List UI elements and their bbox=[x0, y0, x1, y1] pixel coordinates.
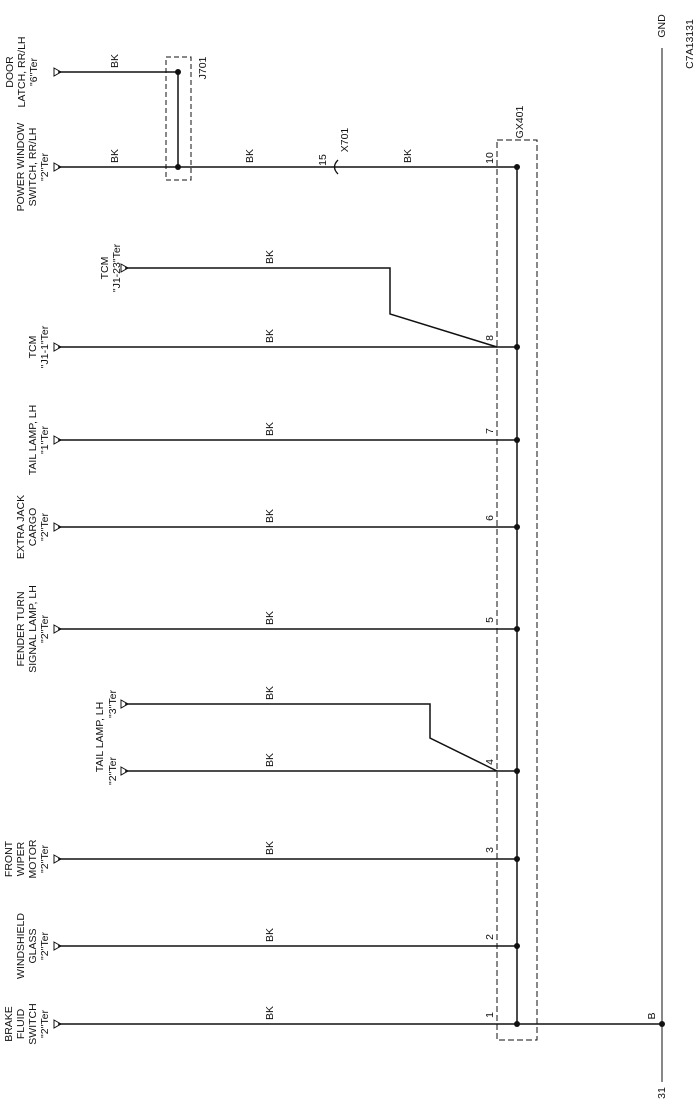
wire-color: BK bbox=[264, 686, 276, 700]
splice-dot bbox=[514, 344, 520, 350]
terminal-label: "2"Ter bbox=[39, 153, 51, 181]
terminal-label: "J1-23"Ter bbox=[111, 243, 123, 292]
component-label: TCM bbox=[99, 257, 111, 280]
component-label: CARGO bbox=[27, 508, 39, 547]
component-label: GLASS bbox=[27, 928, 39, 963]
component-label: SWITCH, RR/LH bbox=[27, 128, 39, 207]
terminal-arrow bbox=[53, 67, 63, 77]
component-label: SIGNAL LAMP, LH bbox=[27, 585, 39, 673]
component-label: TCM bbox=[27, 336, 39, 359]
component-label: WIPER bbox=[15, 841, 27, 876]
terminal-label: "2"Ter bbox=[39, 932, 51, 960]
splice-dot bbox=[514, 943, 520, 949]
wire-color: BK bbox=[264, 509, 276, 523]
splice-box bbox=[496, 139, 538, 1041]
pin-number: 10 bbox=[484, 152, 496, 164]
component-label: FRONT bbox=[3, 840, 15, 877]
terminal-label: "J1-1"Ter bbox=[39, 325, 51, 368]
wire-color: BK bbox=[264, 928, 276, 942]
wire-color: BK bbox=[402, 149, 414, 163]
terminal-arrow bbox=[53, 1019, 63, 1029]
splice-dot bbox=[514, 1021, 520, 1027]
terminal-arrow bbox=[53, 435, 63, 445]
pin-number: 4 bbox=[484, 759, 496, 765]
figure-id: C7A13131 bbox=[684, 19, 696, 69]
ground-number: 31 bbox=[656, 1087, 668, 1099]
terminal-arrow bbox=[120, 699, 130, 709]
terminal-label: "2"Ter bbox=[39, 615, 51, 643]
splice-label: GX401 bbox=[514, 106, 526, 139]
component-label: TAIL LAMP, LH bbox=[27, 405, 39, 475]
component-label: MOTOR bbox=[27, 839, 39, 878]
pin-number: 7 bbox=[484, 428, 496, 434]
component-label: LATCH, RR/LH bbox=[16, 37, 28, 108]
terminal-arrow bbox=[120, 263, 130, 273]
terminal-arrow bbox=[53, 854, 63, 864]
wire-color: BK bbox=[264, 841, 276, 855]
terminal-label: "2"Ter bbox=[39, 845, 51, 873]
component-label: SWITCH bbox=[27, 1003, 39, 1044]
wire bbox=[125, 267, 498, 348]
wire-color: BK bbox=[264, 611, 276, 625]
component-label: BRAKE bbox=[3, 1006, 15, 1042]
pin-number: 8 bbox=[484, 335, 496, 341]
connector-pin: 15 bbox=[317, 154, 329, 166]
ground-wire-label: B bbox=[646, 1012, 658, 1019]
connector-label: X701 bbox=[339, 128, 351, 153]
component-label: FENDER TURN bbox=[15, 591, 27, 666]
splice-dot bbox=[514, 524, 520, 530]
terminal-arrow bbox=[53, 624, 63, 634]
splice-dot bbox=[514, 768, 520, 774]
component-label: TAIL LAMP, LH bbox=[94, 702, 106, 772]
splice-dot bbox=[514, 437, 520, 443]
connector-box bbox=[165, 56, 192, 181]
terminal-label: "6"Ter bbox=[28, 58, 40, 86]
terminal-arrow bbox=[53, 162, 63, 172]
terminal-arrow bbox=[53, 941, 63, 951]
wire bbox=[125, 703, 498, 772]
splice-dot bbox=[514, 626, 520, 632]
pin-number: 5 bbox=[484, 617, 496, 623]
component-label: EXTRA JACK bbox=[15, 495, 27, 559]
terminal-arrow bbox=[120, 766, 130, 776]
pin-number: 1 bbox=[484, 1012, 496, 1018]
pin-number: 3 bbox=[484, 847, 496, 853]
wire-color: BK bbox=[264, 250, 276, 264]
terminal-label: "3"Ter bbox=[107, 690, 119, 718]
component-label: POWER WINDOW bbox=[15, 123, 27, 212]
wire-color: BK bbox=[109, 149, 121, 163]
wire-color: BK bbox=[109, 54, 121, 68]
connector-label: J701 bbox=[197, 56, 209, 79]
terminal-arrow bbox=[53, 522, 63, 532]
terminal-label: "2"Ter bbox=[39, 1010, 51, 1038]
wire-color: BK bbox=[264, 329, 276, 343]
ground-label: GND bbox=[656, 14, 668, 38]
wire-color: BK bbox=[244, 149, 256, 163]
component-label: WINDSHIELD bbox=[15, 913, 27, 979]
splice-dot bbox=[514, 856, 520, 862]
component-label: DOOR bbox=[4, 56, 16, 88]
component-label: FLUID bbox=[15, 1008, 27, 1039]
terminal-label: "2"Ter bbox=[107, 757, 119, 785]
ground-dot bbox=[659, 1021, 665, 1027]
terminal-arrow bbox=[53, 342, 63, 352]
wire-color: BK bbox=[264, 422, 276, 436]
terminal-label: "1"Ter bbox=[39, 426, 51, 454]
splice-dot bbox=[514, 164, 520, 170]
pin-number: 6 bbox=[484, 515, 496, 521]
wire-color: BK bbox=[264, 753, 276, 767]
terminal-label: "2"Ter bbox=[39, 513, 51, 541]
wire-color: BK bbox=[264, 1006, 276, 1020]
pin-number: 2 bbox=[484, 934, 496, 940]
